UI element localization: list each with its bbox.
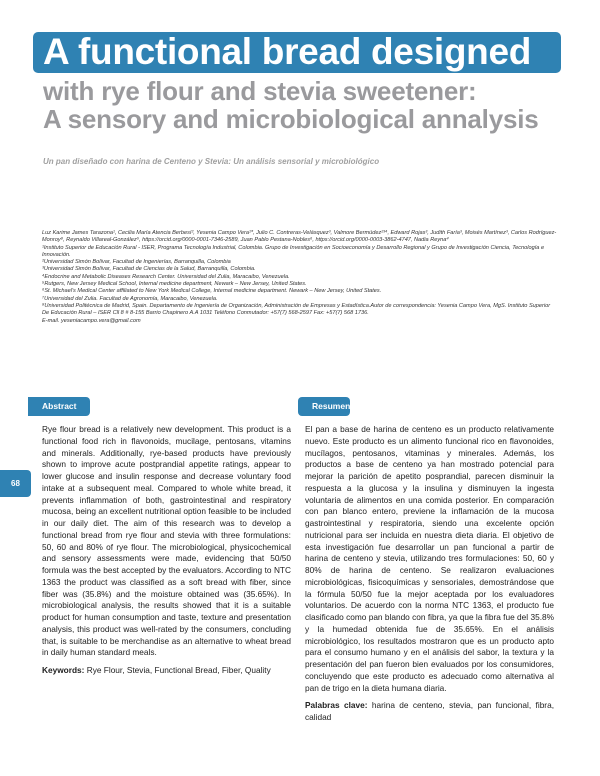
resumen-heading: Resumen (298, 397, 350, 416)
affiliation: ⁴Endocrine and Metabolic Diseases Resear… (42, 273, 290, 280)
abstract-heading: Abstract (28, 397, 90, 416)
keywords: Keywords: Rye Flour, Stevia, Functional … (42, 665, 291, 677)
title-band (33, 32, 561, 73)
title-line-1: A functional bread designed (43, 31, 532, 72)
affiliation: ⁷Universidad del Zulia. Facultad de Agro… (42, 295, 218, 302)
abstract-text: Rye flour bread is a relatively new deve… (42, 424, 291, 658)
authors-block: Luz Karime James Tarazona¹, Cecilia Marí… (42, 230, 557, 325)
affiliation: ⁶St. Michael's Medical Center affiliated… (42, 288, 382, 295)
palabras-clave: Palabras clave: harina de centeno, stevi… (305, 700, 554, 724)
affiliation: ⁸Universidad Politécnica de Madrid, Spai… (42, 302, 551, 317)
author-list: Luz Karime James Tarazona¹, Cecilia Marí… (42, 230, 557, 244)
affiliation: ¹Instituto Superior de Educación Rural -… (42, 244, 545, 258)
contact-email: E-mail. yeseniacampo.vera@gmail.com (42, 317, 141, 324)
page-number: 68 (0, 470, 31, 497)
spanish-title: Un pan diseñado con harina de Centeno y … (43, 157, 380, 166)
resumen-text: El pan a base de harina de centeno es un… (305, 424, 554, 693)
resumen-column: El pan a base de harina de centeno es un… (305, 424, 554, 730)
title-line-2: with rye flour and stevia sweetener: (43, 76, 477, 106)
palabras-clave-list: harina de centeno, stevia, pan funcional… (305, 700, 554, 722)
keywords-label: Keywords: (42, 665, 85, 675)
palabras-clave-label: Palabras clave: (305, 700, 368, 711)
affiliation: ⁵Rutgers, New Jersey Medical School, Int… (42, 281, 307, 288)
keywords-list: Rye Flour, Stevia, Functional Bread, Fib… (84, 665, 271, 675)
abstract-column: Rye flour bread is a relatively new deve… (42, 424, 291, 683)
title-line-3: A sensory and microbiological annalysis (43, 104, 539, 134)
affiliation: ³Universidad Simón Bolívar, Facultad de … (42, 266, 256, 273)
affiliation: ²Universidad Simón Bolívar, Facultad de … (42, 259, 231, 266)
